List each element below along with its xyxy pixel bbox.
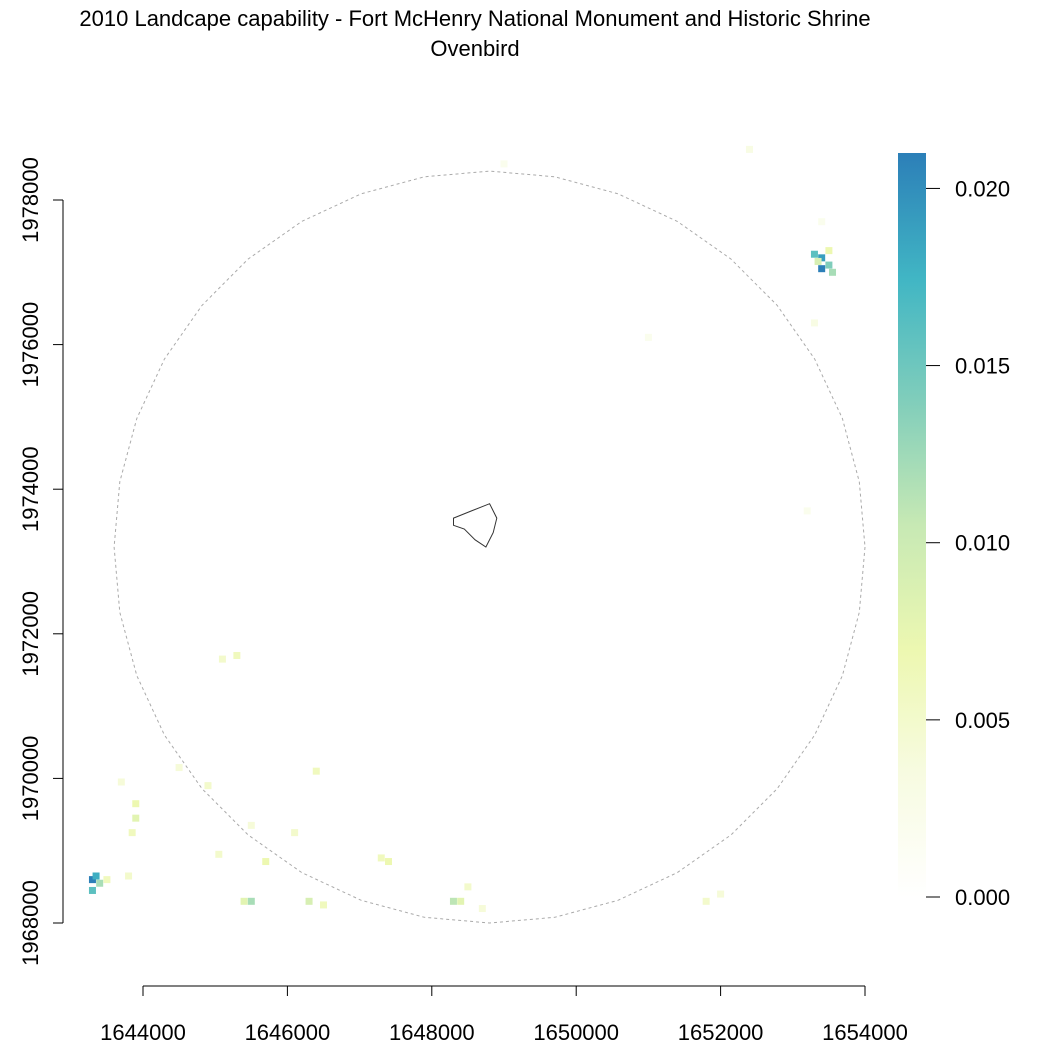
x-tick-label: 1654000 (822, 1020, 908, 1045)
raster-cell (449, 897, 457, 905)
raster-cell (312, 767, 320, 775)
raster-cell (500, 160, 508, 168)
chart-title-block: 2010 Landcape capability - Fort McHenry … (0, 4, 950, 64)
raster-cell (240, 897, 248, 905)
raster-cell (125, 872, 133, 880)
raster-cell (818, 218, 826, 226)
raster-cell (810, 250, 818, 258)
legend-tick-label: 0.005 (955, 708, 1010, 733)
raster-cell (825, 247, 833, 255)
raster-cell (247, 821, 255, 829)
raster-cell (829, 268, 837, 276)
legend-tick-label: 0.010 (955, 531, 1010, 556)
raster-cell (825, 261, 833, 269)
legend-tick-label: 0.000 (955, 885, 1010, 910)
y-axis: 1968000 1970000 1972000 1974000 1976000 19780… (18, 157, 64, 966)
chart-title: 2010 Landcape capability - Fort McHenry … (79, 6, 871, 31)
x-tick-label: 1648000 (389, 1020, 475, 1045)
y-tick-label: 1970000 (18, 736, 43, 822)
raster-cell (305, 897, 313, 905)
raster-cell (818, 254, 826, 262)
raster-cells (88, 145, 837, 913)
raster-cell (204, 782, 212, 790)
x-tick-label: 1646000 (245, 1020, 331, 1045)
raster-cell (818, 265, 826, 273)
raster-cell (215, 850, 223, 858)
y-tick-label: 1976000 (18, 302, 43, 388)
raster-cell (478, 905, 486, 913)
raster-cell (92, 872, 100, 880)
raster-cell (464, 883, 472, 891)
park-boundary (453, 503, 498, 548)
x-tick-label: 1650000 (533, 1020, 619, 1045)
raster-cell (128, 829, 136, 837)
x-tick-label: 1644000 (100, 1020, 186, 1045)
legend-axis: 0.000 0.005 0.010 0.015 0.020 (926, 176, 1010, 910)
raster-cell (320, 901, 327, 909)
y-tick-label: 1968000 (18, 880, 43, 966)
raster-cell (88, 886, 96, 894)
raster-cell (384, 858, 392, 866)
legend-colorbar (898, 153, 926, 897)
raster-cell (132, 814, 140, 822)
legend-tick-label: 0.020 (955, 176, 1010, 201)
raster-cell (117, 778, 125, 786)
raster-cell (717, 890, 725, 898)
raster-cell (745, 145, 753, 153)
raster-cell (96, 879, 104, 887)
raster-cell (218, 655, 226, 663)
y-tick-label: 1974000 (18, 446, 43, 532)
x-axis: 1644000 1646000 1648000 1650000 1652000 16540… (100, 985, 908, 1045)
raster-cell (377, 854, 385, 862)
raster-cell (803, 507, 811, 515)
raster-cell (262, 858, 270, 866)
raster-cell (88, 876, 96, 884)
raster-cell (233, 651, 241, 659)
y-tick-label: 1978000 (18, 157, 43, 243)
buffer-circle (113, 170, 866, 924)
chart-subtitle: Ovenbird (430, 36, 520, 61)
legend-tick-label: 0.015 (955, 354, 1010, 379)
raster-cell (457, 897, 465, 905)
raster-cell (291, 829, 299, 837)
raster-cell (814, 257, 822, 265)
raster-cell (810, 319, 818, 327)
raster-cell (247, 897, 255, 905)
raster-cell (103, 876, 111, 884)
raster-cell (132, 800, 140, 808)
y-tick-label: 1972000 (18, 591, 43, 677)
raster-cell (644, 333, 652, 341)
raster-cell (702, 897, 710, 905)
x-tick-label: 1652000 (678, 1020, 764, 1045)
raster-cell (175, 764, 183, 772)
